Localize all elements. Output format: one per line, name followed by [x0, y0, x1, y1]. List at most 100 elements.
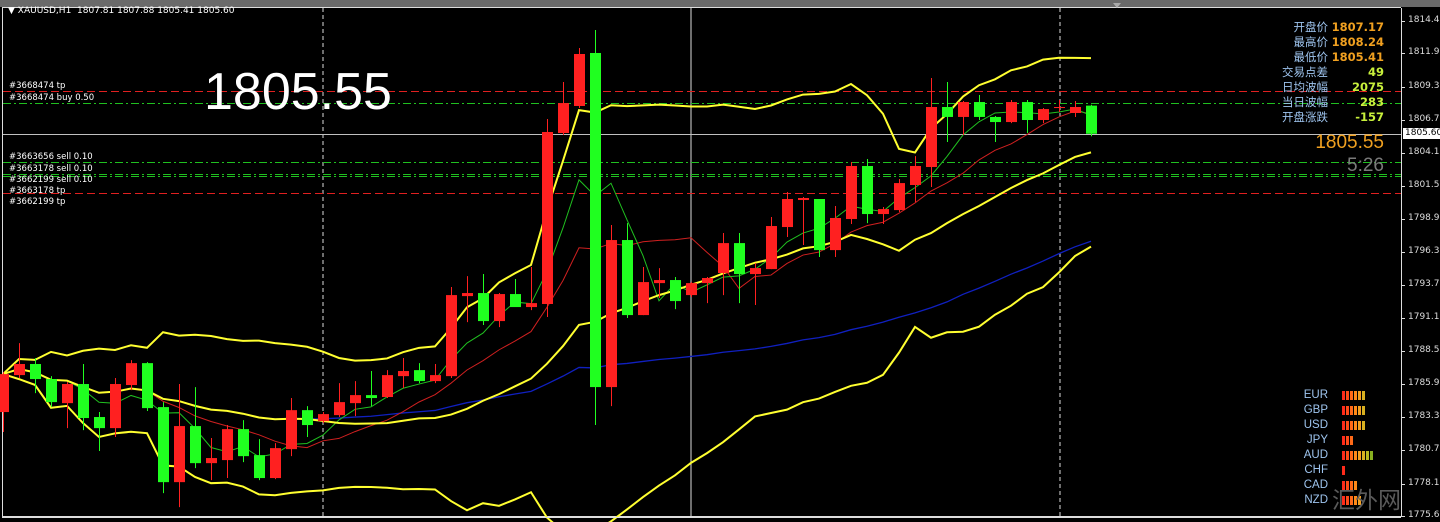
- watermark: 汇外网: [1332, 488, 1401, 514]
- bull-candle: [110, 384, 121, 429]
- bull-candle: [398, 371, 409, 377]
- info-value: 1807.17: [1331, 20, 1384, 34]
- currency-label: USD: [1303, 419, 1328, 431]
- bear-candle: [78, 384, 89, 419]
- bear-candle: [158, 407, 169, 483]
- bear-candle: [46, 379, 57, 403]
- bull-candle: [382, 375, 393, 398]
- strength-segment: [1358, 451, 1361, 460]
- price-tick-label: 1791.15: [1408, 311, 1440, 322]
- chart-frame: [2, 7, 1401, 517]
- bull-candle: [14, 364, 25, 376]
- bull-candle: [462, 293, 473, 297]
- strength-segment: [1370, 451, 1373, 460]
- currency-label: CAD: [1303, 479, 1328, 491]
- info-label: 最高价: [1293, 35, 1329, 49]
- bull-candle: [126, 363, 137, 386]
- strength-segment: [1354, 391, 1357, 400]
- price-tick-label: 1804.10: [1408, 146, 1440, 157]
- strength-segment: [1342, 436, 1345, 445]
- bear-candle: [414, 370, 425, 382]
- bull-candle: [766, 226, 777, 270]
- strength-segment: [1354, 406, 1357, 415]
- info-row: 交易点差 49: [1262, 65, 1384, 80]
- strength-segment: [1350, 436, 1353, 445]
- price-tick-label: 1775.60: [1408, 510, 1440, 521]
- order-label[interactable]: #3668474 buy 0.50: [9, 92, 95, 103]
- strength-segment: [1362, 391, 1365, 400]
- strength-bar: [1342, 391, 1365, 400]
- bear-candle: [238, 429, 249, 457]
- bear-candle: [670, 280, 681, 302]
- bull-candle: [494, 294, 505, 322]
- order-label[interactable]: #3668474 tp: [9, 80, 66, 91]
- bull-candle: [1006, 102, 1017, 123]
- ohlc-readout: 1807.81 1807.88 1805.41 1805.60: [77, 6, 235, 16]
- order-label[interactable]: #3662199 sell 0.10: [9, 174, 93, 185]
- currency-label: NZD: [1304, 494, 1328, 506]
- bid-price: 1805.55: [1315, 132, 1384, 153]
- strength-segment: [1342, 406, 1345, 415]
- bear-candle: [94, 417, 105, 429]
- bear-candle: [30, 364, 41, 380]
- strength-segment: [1350, 481, 1353, 490]
- strength-segment: [1350, 451, 1353, 460]
- bull-candle: [798, 197, 809, 201]
- strength-segment: [1358, 421, 1361, 430]
- info-value: 2075: [1351, 80, 1384, 94]
- symbol-label: XAUUSD,H1: [17, 6, 72, 16]
- strength-segment: [1358, 496, 1361, 505]
- currency-label: GBP: [1303, 404, 1328, 416]
- bull-candle: [846, 166, 857, 220]
- bear-candle: [814, 199, 825, 251]
- bear-candle: [590, 52, 601, 388]
- bull-candle: [558, 103, 569, 134]
- bull-candle: [1070, 107, 1081, 113]
- bull-candle: [430, 375, 441, 382]
- bull-candle: [750, 268, 761, 275]
- strength-segment: [1354, 481, 1357, 490]
- order-label[interactable]: #3663178 sell 0.10: [9, 163, 93, 174]
- info-value: -157: [1355, 110, 1384, 124]
- strength-segment: [1342, 451, 1345, 460]
- strength-segment: [1366, 451, 1369, 460]
- bull-candle: [606, 240, 617, 388]
- strength-segment: [1346, 421, 1349, 430]
- info-row: 开盘价 1807.17: [1262, 20, 1385, 35]
- bull-candle: [350, 395, 361, 404]
- order-label[interactable]: #3662199 tp: [9, 196, 66, 207]
- price-tick-label: 1778.15: [1408, 477, 1440, 488]
- bull-candle: [574, 54, 585, 106]
- strength-bar: [1342, 421, 1365, 430]
- strength-segment: [1342, 481, 1345, 490]
- bull-candle: [62, 384, 73, 404]
- price-tick-label: 1809.30: [1408, 80, 1440, 91]
- scroll-marker-icon: [1113, 3, 1121, 8]
- strength-segment: [1342, 466, 1345, 475]
- bull-candle: [654, 280, 665, 284]
- strength-segment: [1350, 421, 1353, 430]
- strength-segment: [1346, 406, 1349, 415]
- info-value: 1808.24: [1331, 35, 1384, 49]
- order-label[interactable]: #3663656 sell 0.10: [9, 151, 93, 162]
- price-tick-label: 1788.55: [1408, 345, 1440, 356]
- order-label[interactable]: #3663178 tp: [9, 185, 66, 196]
- info-value: 49: [1367, 65, 1384, 79]
- bear-candle: [478, 293, 489, 322]
- big-price-display: 1805.55: [204, 63, 392, 121]
- info-label: 开盘价: [1293, 20, 1329, 34]
- window-top-bar: [0, 0, 1440, 7]
- bull-candle: [174, 426, 185, 483]
- strength-segment: [1346, 436, 1349, 445]
- bull-candle: [0, 374, 9, 413]
- bull-candle: [894, 183, 905, 211]
- strength-segment: [1346, 496, 1349, 505]
- bear-candle: [510, 294, 521, 308]
- price-tick-label: 1806.70: [1408, 113, 1440, 124]
- strength-segment: [1342, 421, 1345, 430]
- bear-candle: [990, 116, 1001, 123]
- collapse-triangle-icon[interactable]: ▼: [8, 6, 18, 16]
- bull-candle: [526, 303, 537, 308]
- strength-segment: [1342, 496, 1345, 505]
